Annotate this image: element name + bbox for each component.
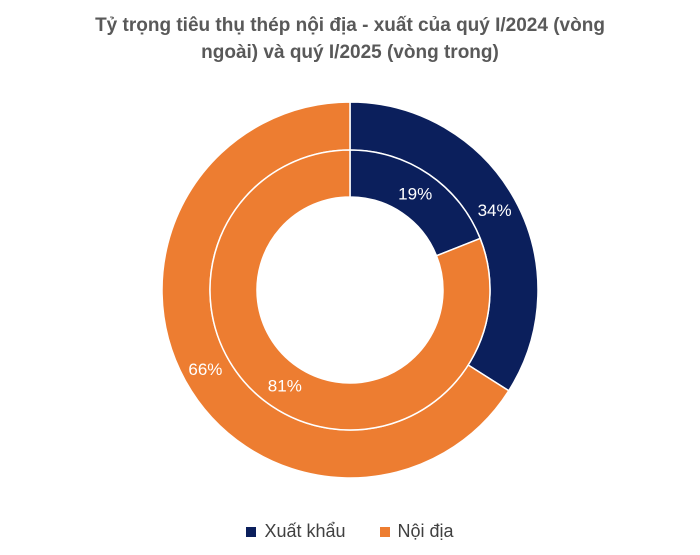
inner-ring — [209, 149, 491, 431]
chart-title-line-1: Tỷ trọng tiêu thụ thép nội địa - xuất củ… — [95, 15, 605, 36]
data-labels: 34% 66% 19% 81% — [188, 185, 511, 396]
inner-label-xuat-khau: 19% — [398, 185, 432, 204]
chart-title-line-2: ngoài) và quý I/2025 (vòng trong) — [201, 42, 499, 63]
legend: Xuất khẩu Nội địa — [0, 521, 700, 542]
inner-slice-noi-dia — [209, 149, 491, 431]
legend-item-xuat-khau: Xuất khẩu — [246, 521, 346, 542]
outer-label-xuat-khau: 34% — [478, 201, 512, 220]
legend-label-xuat-khau: Xuất khẩu — [264, 521, 346, 541]
inner-label-noi-dia: 81% — [268, 376, 302, 395]
outer-label-noi-dia: 66% — [188, 360, 222, 379]
legend-swatch-noi-dia — [379, 526, 390, 537]
legend-label-noi-dia: Nội địa — [397, 521, 454, 541]
legend-item-noi-dia: Nội địa — [379, 521, 454, 542]
legend-swatch-xuat-khau — [246, 526, 257, 537]
